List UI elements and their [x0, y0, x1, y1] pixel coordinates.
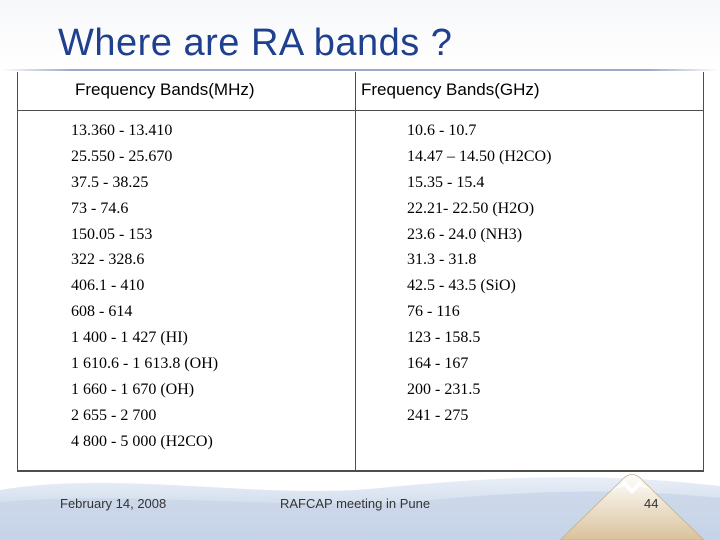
column-divider [355, 72, 356, 470]
ghz-column-header: Frequency Bands(GHz) [361, 80, 540, 99]
ghz-band-item: 22.21- 22.50 (H2O) [407, 199, 535, 217]
ghz-band-item: 31.3 - 31.8 [407, 251, 477, 269]
mhz-band-item: 1 660 - 1 670 (OH) [71, 380, 195, 398]
mhz-band-item: 25.550 - 25.670 [71, 147, 173, 165]
mhz-band-item: 2 655 - 2 700 [71, 406, 157, 424]
footer-event-name: RAFCAP meeting in Pune [280, 496, 431, 511]
mhz-band-item: 608 - 614 [71, 303, 133, 321]
mhz-band-list: 13.360 - 13.410 25.550 - 25.670 37.5 - 3… [71, 118, 218, 455]
mhz-column-header: Frequency Bands(MHz) [75, 80, 255, 99]
mhz-band-item: 1 610.6 - 1 613.8 (OH) [71, 355, 219, 373]
title-underline [0, 69, 720, 71]
ghz-band-item: 14.47 – 14.50 (H2CO) [407, 147, 552, 165]
ghz-band-list: 10.6 - 10.7 14.47 – 14.50 (H2CO) 15.35 -… [407, 118, 551, 429]
mhz-band-item: 322 - 328.6 [71, 251, 145, 269]
mhz-band-item: 4 800 - 5 000 (H2CO) [71, 432, 213, 450]
slide-title: Where are RA bands ? [58, 22, 453, 64]
ghz-band-item: 76 - 116 [407, 303, 460, 321]
title-background [0, 0, 720, 70]
mhz-band-item: 406.1 - 410 [71, 277, 145, 295]
ghz-band-item: 200 - 231.5 [407, 380, 481, 398]
footer-date: February 14, 2008 [60, 496, 167, 511]
frequency-bands-table: Frequency Bands(MHz) Frequency Bands(GHz… [17, 72, 704, 472]
slide-number: 44 [644, 496, 659, 511]
mhz-band-item: 150.05 - 153 [71, 225, 153, 243]
ghz-band-item: 123 - 158.5 [407, 329, 481, 347]
mhz-band-item: 1 400 - 1 427 (HI) [71, 329, 188, 347]
ghz-band-item: 42.5 - 43.5 (SiO) [407, 277, 516, 295]
ghz-band-item: 23.6 - 24.0 (NH3) [407, 225, 523, 243]
footer-wave-decoration [0, 474, 720, 540]
mhz-band-item: 13.360 - 13.410 [71, 122, 173, 139]
mhz-band-item: 73 - 74.6 [71, 199, 129, 217]
ghz-band-item: 241 - 275 [407, 406, 469, 424]
ghz-band-item: 164 - 167 [407, 355, 469, 373]
ghz-band-item: 15.35 - 15.4 [407, 173, 485, 191]
ghz-band-item: 10.6 - 10.7 [407, 122, 477, 139]
mhz-band-item: 37.5 - 38.25 [71, 173, 149, 191]
header-divider [18, 110, 703, 111]
